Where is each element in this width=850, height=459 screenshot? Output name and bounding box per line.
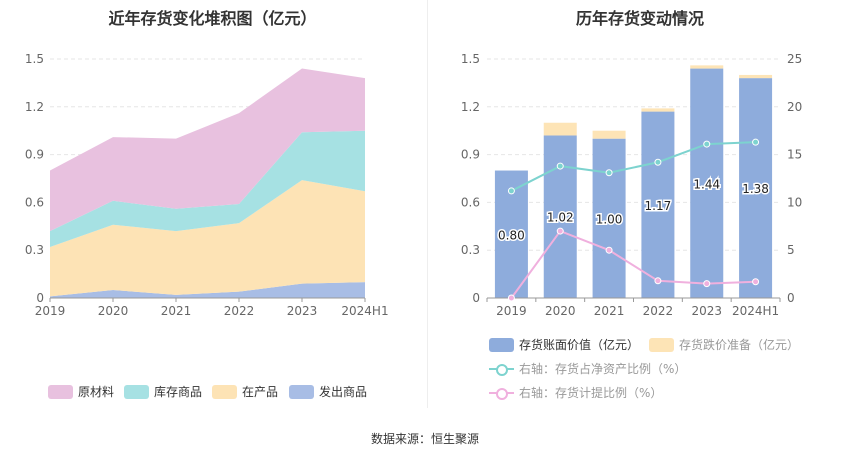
legend-item-reserve[interactable]: 存货跌价准备（亿元） xyxy=(649,336,799,353)
legend-swatch-wip xyxy=(212,384,237,399)
bar-value-label: 1.44 xyxy=(693,177,720,191)
x-tick-label: 2021 xyxy=(594,304,625,318)
area-shipped xyxy=(50,282,365,298)
legend-item-raw-materials[interactable]: 原材料 xyxy=(48,383,114,400)
legend-label: 库存商品 xyxy=(154,385,203,399)
point-provision_ratio xyxy=(556,227,564,235)
x-tick-label: 2024H1 xyxy=(341,304,388,318)
point-ratio_net_assets xyxy=(507,187,515,195)
point-provision_ratio xyxy=(605,246,613,254)
point-ratio_net_assets xyxy=(556,162,564,170)
y-left-tick-label: 1.5 xyxy=(461,52,480,66)
x-tick-label: 2022 xyxy=(224,304,255,318)
legend-label: 原材料 xyxy=(78,385,115,399)
legend-item-book-value[interactable]: 存货账面价值（亿元） xyxy=(489,336,639,353)
y-tick-label: 0 xyxy=(36,291,44,305)
point-ratio_net_assets xyxy=(752,138,760,146)
bar-book-value xyxy=(690,68,724,298)
legend-label: 在产品 xyxy=(242,385,279,399)
point-ratio_net_assets xyxy=(605,169,613,177)
y-left-tick-label: 0.6 xyxy=(461,195,480,209)
point-provision_ratio xyxy=(507,294,515,302)
y-right-tick-label: 0 xyxy=(787,291,795,305)
x-tick-label: 2020 xyxy=(98,304,129,318)
y-right-tick-label: 15 xyxy=(787,148,802,162)
y-tick-label: 0.6 xyxy=(25,195,44,209)
bar-reserve xyxy=(592,130,626,139)
legend-item-goods-in-stock[interactable]: 库存商品 xyxy=(124,383,202,400)
panel-divider xyxy=(427,0,428,408)
y-tick-label: 1.5 xyxy=(25,52,44,66)
bar-value-label: 1.02 xyxy=(547,211,574,225)
point-provision_ratio xyxy=(654,277,662,285)
left-chart-title: 近年存货变化堆积图（亿元） xyxy=(108,9,317,28)
bar-value-label: 1.17 xyxy=(645,199,672,213)
legend-item-wip[interactable]: 在产品 xyxy=(212,383,278,400)
point-ratio_net_assets xyxy=(703,140,711,148)
x-tick-label: 2022 xyxy=(643,304,674,318)
y-tick-label: 0.3 xyxy=(25,243,44,257)
point-provision_ratio xyxy=(752,278,760,286)
area-raw_materials xyxy=(50,68,365,232)
x-tick-label: 2024H1 xyxy=(732,304,779,318)
legend-swatch-ratio-net-assets xyxy=(489,362,514,376)
legend-item-provision-ratio[interactable]: 右轴：存货计提比例（%） xyxy=(489,384,662,401)
y-right-tick-label: 20 xyxy=(787,100,802,114)
bar-reserve xyxy=(641,108,675,112)
legend-item-shipped[interactable]: 发出商品 xyxy=(289,383,367,400)
inventory-bar-line-chart: 0 0.3 0.6 0.9 1.2 1.5 0 5 10 15 20 25 2019 2020 2021 20… xyxy=(461,52,802,318)
stacked-area-chart: 0 0.3 0.6 0.9 1.2 1.5 2019 2020 2021 2022 2023 2024… xyxy=(25,52,389,318)
bar-book-value xyxy=(641,111,675,298)
bar-reserve xyxy=(690,65,724,69)
legend-swatch-reserve xyxy=(649,337,674,352)
right-chart-title: 历年存货变动情况 xyxy=(575,9,704,28)
legend-label: 存货账面价值（亿元） xyxy=(519,338,640,352)
bar-value-label: 1.38 xyxy=(742,182,769,196)
point-provision_ratio xyxy=(703,280,711,288)
x-tick-label: 2021 xyxy=(161,304,192,318)
bar-reserve xyxy=(739,74,773,79)
legend-swatch-goods-in-stock xyxy=(124,384,149,399)
line-ratio_net_assets xyxy=(510,141,756,192)
x-tick-label: 2019 xyxy=(35,304,66,318)
right-legend: 存货账面价值（亿元） 存货跌价准备（亿元） 右轴：存货占净资产比例（%） 右轴：… xyxy=(425,0,850,459)
y-left-tick-label: 0.3 xyxy=(461,243,480,257)
legend-label: 存货跌价准备（亿元） xyxy=(679,338,800,352)
x-tick-label: 2023 xyxy=(287,304,318,318)
legend-item-ratio-net-assets[interactable]: 右轴：存货占净资产比例（%） xyxy=(489,360,686,377)
legend-swatch-book-value xyxy=(489,337,514,352)
y-right-tick-label: 10 xyxy=(787,195,802,209)
bar-book-value xyxy=(592,138,626,298)
legend-label: 发出商品 xyxy=(319,385,368,399)
data-source: 数据来源：恒生聚源 xyxy=(370,432,479,446)
y-right-tick-label: 5 xyxy=(787,243,795,257)
legend-label: 右轴：存货占净资产比例（%） xyxy=(519,362,687,376)
bar-book-value xyxy=(739,78,773,299)
x-tick-label: 2023 xyxy=(691,304,722,318)
bar-reserve xyxy=(543,122,577,136)
legend-swatch-shipped xyxy=(289,384,314,399)
legend-swatch-raw-materials xyxy=(48,384,73,399)
area-goods_in_stock xyxy=(50,130,365,248)
legend-swatch-provision-ratio xyxy=(489,386,514,400)
x-tick-label: 2020 xyxy=(545,304,576,318)
y-tick-label: 0.9 xyxy=(25,148,44,162)
bar-value-label: 0.80 xyxy=(498,228,525,242)
y-tick-label: 1.2 xyxy=(25,100,44,114)
y-left-tick-label: 0 xyxy=(472,291,480,305)
legend-label: 右轴：存货计提比例（%） xyxy=(519,386,663,400)
y-left-tick-label: 1.2 xyxy=(461,100,480,114)
x-tick-label: 2019 xyxy=(496,304,527,318)
left-legend: 原材料 库存商品 在产品 发出商品 xyxy=(48,383,367,400)
y-left-tick-label: 0.9 xyxy=(461,148,480,162)
line-provision_ratio xyxy=(510,229,756,299)
point-ratio_net_assets xyxy=(654,158,662,166)
y-right-tick-label: 25 xyxy=(787,52,802,66)
bar-value-label: 1.00 xyxy=(596,212,623,226)
bar-book-value xyxy=(543,135,577,298)
area-wip xyxy=(50,180,365,297)
